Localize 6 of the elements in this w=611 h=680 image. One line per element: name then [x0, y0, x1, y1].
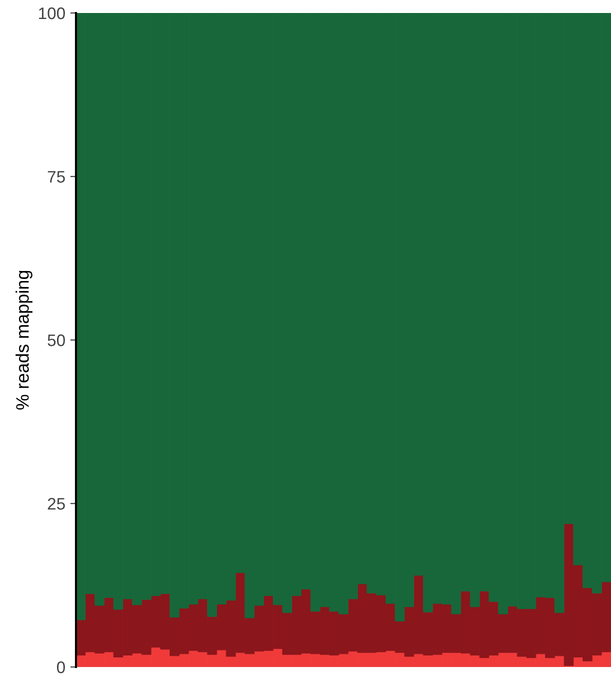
y-axis-title: % reads mapping — [16, 270, 32, 410]
y-tick-label: 50 — [48, 334, 65, 346]
y-tick-label: 0 — [56, 661, 65, 674]
y-tick-label: 100 — [39, 7, 65, 20]
y-tick-label: 75 — [48, 171, 65, 183]
y-tick-label: 25 — [48, 498, 65, 510]
